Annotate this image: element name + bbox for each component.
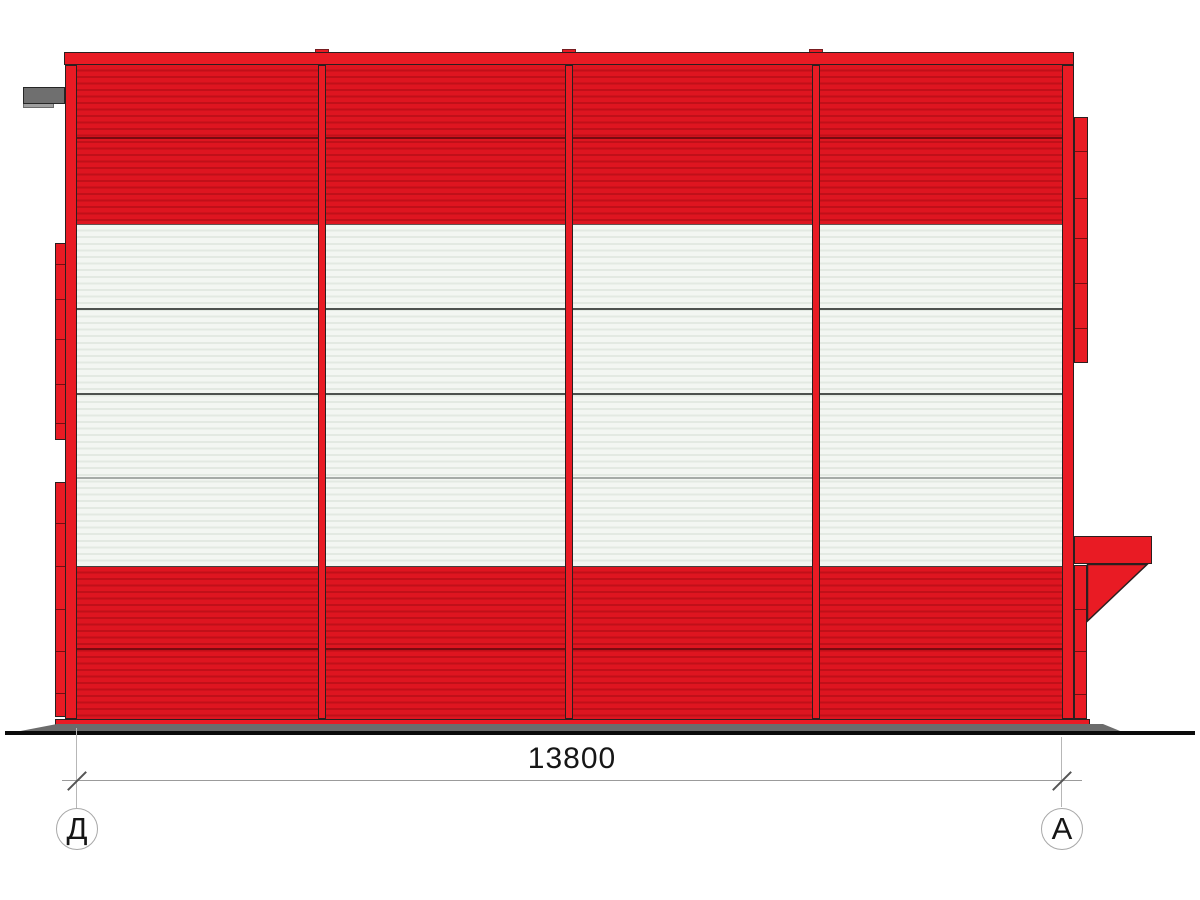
ground-strip (10, 724, 1125, 733)
mullion (318, 65, 326, 719)
panel-joint-line (1075, 151, 1087, 152)
panel-joint-line (1075, 238, 1087, 239)
dimension-label: 13800 (527, 742, 617, 775)
ground-line (5, 731, 1195, 735)
left-wall-strip-lower (55, 482, 66, 717)
axis-marker-right: А (1041, 808, 1083, 850)
panel-joint-line (56, 339, 65, 340)
panel-joint-line (56, 566, 65, 567)
panel-joint-line (1075, 283, 1087, 284)
left-wall-strip-upper (55, 243, 66, 440)
canopy (1074, 536, 1152, 564)
panel-joint-line (56, 423, 65, 424)
mullion (812, 65, 820, 719)
axis-label: А (1051, 810, 1073, 846)
right-wall-strip-lower (1074, 565, 1087, 719)
extension-line-left (76, 728, 77, 808)
panel-joint-line (56, 609, 65, 610)
mullion-right-edge (1062, 65, 1074, 719)
panel-joint-line (56, 299, 65, 300)
panel-joint-line (1075, 609, 1086, 610)
parapet-cap (64, 52, 1074, 65)
axis-marker-left: Д (56, 808, 98, 850)
dimension-line (62, 780, 1082, 781)
panel-joint-line (56, 264, 65, 265)
extension-line-right (1061, 737, 1062, 807)
panel-joint-line (1075, 328, 1087, 329)
right-wall-strip-upper (1074, 117, 1088, 363)
panel-joint-line (56, 693, 65, 694)
axis-label: Д (66, 810, 88, 846)
mullion-left-edge (65, 65, 77, 719)
drain-pipe (23, 87, 65, 104)
panel-joint-line (1075, 694, 1086, 695)
mullion (565, 65, 573, 719)
panel-joint-line (56, 384, 65, 385)
panel-joint-line (1075, 651, 1086, 652)
panel-joint-line (56, 651, 65, 652)
panel-joint-line (56, 523, 65, 524)
canopy-bracket (1086, 563, 1149, 623)
panel-joint-line (1075, 198, 1087, 199)
